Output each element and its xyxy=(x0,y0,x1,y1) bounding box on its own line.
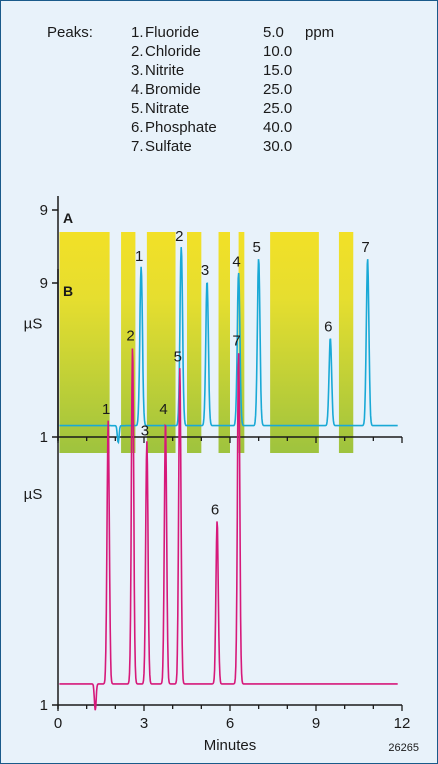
peak-name: Fluoride xyxy=(145,24,200,41)
peak-label: 5 xyxy=(252,239,260,256)
peak-name: Bromide xyxy=(145,81,201,98)
x-axis-title: Minutes xyxy=(204,737,257,754)
integration-window xyxy=(146,232,176,453)
peak-concentration: 10.0 xyxy=(263,43,293,60)
peak-name: Chloride xyxy=(145,43,201,60)
x-tick-label: 0 xyxy=(54,715,62,732)
peak-label: 7 xyxy=(232,333,240,350)
peak-label: 1 xyxy=(102,401,110,418)
peak-concentration: 15.0 xyxy=(263,62,293,79)
peak-concentration: 25.0 xyxy=(263,81,293,98)
y-axis-title: µS xyxy=(24,486,43,503)
peak-name: Phosphate xyxy=(145,119,217,136)
y-axis-title: µS xyxy=(24,316,43,333)
integration-window xyxy=(338,232,354,453)
y-tick-label: 1 xyxy=(40,429,48,446)
peak-number: 5. xyxy=(131,100,144,117)
peak-label: 2 xyxy=(126,327,134,344)
figure-id: 26265 xyxy=(388,742,419,754)
peak-label: 3 xyxy=(141,422,149,439)
y-tick-label: 9 xyxy=(40,202,48,219)
x-tick-label: 12 xyxy=(394,715,411,732)
x-tick-label: 9 xyxy=(312,715,320,732)
peaks-header: Peaks: xyxy=(47,24,93,41)
peak-concentration: 40.0 xyxy=(263,119,293,136)
peak-concentration: 30.0 xyxy=(263,138,293,155)
peak-unit: ppm xyxy=(305,24,335,41)
chromatogram-trace xyxy=(59,348,398,711)
y-tick-label: 9 xyxy=(40,275,48,292)
peak-concentration: 25.0 xyxy=(263,100,293,117)
peak-number: 7. xyxy=(131,138,144,155)
peak-label: 5 xyxy=(174,348,182,365)
peak-name: Sulfate xyxy=(145,138,192,155)
peak-label: 4 xyxy=(159,401,167,418)
peak-name: Nitrate xyxy=(145,100,190,117)
peak-concentration: 5.0 xyxy=(263,24,284,41)
peak-label: 1 xyxy=(135,248,143,265)
x-tick-label: 6 xyxy=(226,715,234,732)
y-tick-label: 1 xyxy=(40,697,48,714)
peak-label: 4 xyxy=(232,253,240,270)
peak-label: 6 xyxy=(324,319,332,336)
integration-window xyxy=(59,232,110,453)
x-tick-label: 3 xyxy=(140,715,148,732)
peak-label: 2 xyxy=(175,228,183,245)
peak-label: 7 xyxy=(361,239,369,256)
peak-name: Nitrite xyxy=(145,62,185,79)
peak-number: 3. xyxy=(131,62,144,79)
integration-window xyxy=(218,232,230,453)
peak-label: 3 xyxy=(201,262,209,279)
peak-number: 2. xyxy=(131,43,144,60)
integration-window xyxy=(187,232,202,453)
peak-number: 4. xyxy=(131,81,144,98)
chromatogram-trace xyxy=(59,247,398,445)
integration-window xyxy=(238,232,245,453)
peak-label: 6 xyxy=(211,501,219,518)
integration-window xyxy=(270,232,319,453)
panel-label: A xyxy=(63,210,73,226)
peak-number: 1. xyxy=(131,24,144,41)
peak-number: 6. xyxy=(131,119,144,136)
panel-label: B xyxy=(63,283,73,299)
